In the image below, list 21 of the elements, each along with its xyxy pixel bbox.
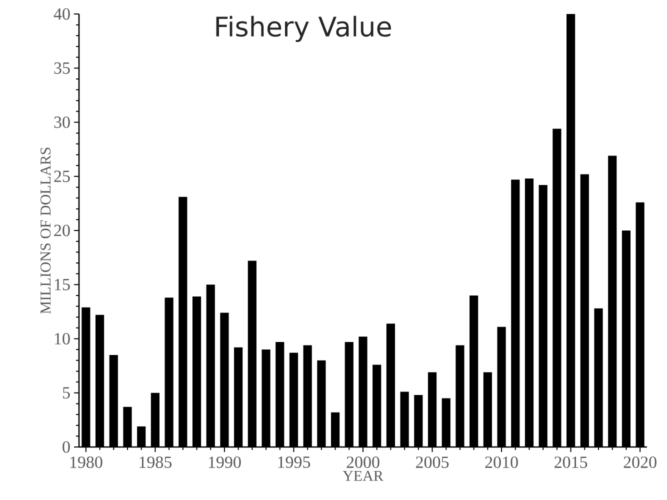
x-tick-label: 1990: [208, 456, 241, 468]
y-axis-title: MILLIONS OF DOLLARS: [40, 148, 51, 314]
x-tick-label: 1985: [140, 456, 172, 468]
y-tick-label: 5: [62, 387, 70, 399]
x-tick-label: 2005: [416, 456, 449, 468]
x-axis-title: YEAR: [342, 470, 384, 481]
y-tick-label: 10: [54, 333, 70, 344]
x-tick-label: 2000: [346, 456, 380, 468]
x-tick-label: 2010: [485, 456, 518, 468]
chart-title: Fishery Value: [216, 16, 391, 42]
y-tick-label: 0: [62, 441, 70, 453]
y-tick-label: 20: [54, 224, 70, 236]
y-tick-label: 30: [54, 116, 70, 128]
x-tick-label: 2020: [624, 456, 656, 468]
y-tick-label: 15: [54, 278, 70, 290]
x-tick-label: 1995: [278, 456, 310, 468]
y-tick-label: 40: [54, 8, 70, 20]
x-tick-label: 1980: [70, 456, 102, 468]
y-tick-label: 25: [54, 170, 70, 182]
y-tick-label: 35: [54, 62, 70, 74]
x-tick-label: 2015: [554, 456, 588, 468]
